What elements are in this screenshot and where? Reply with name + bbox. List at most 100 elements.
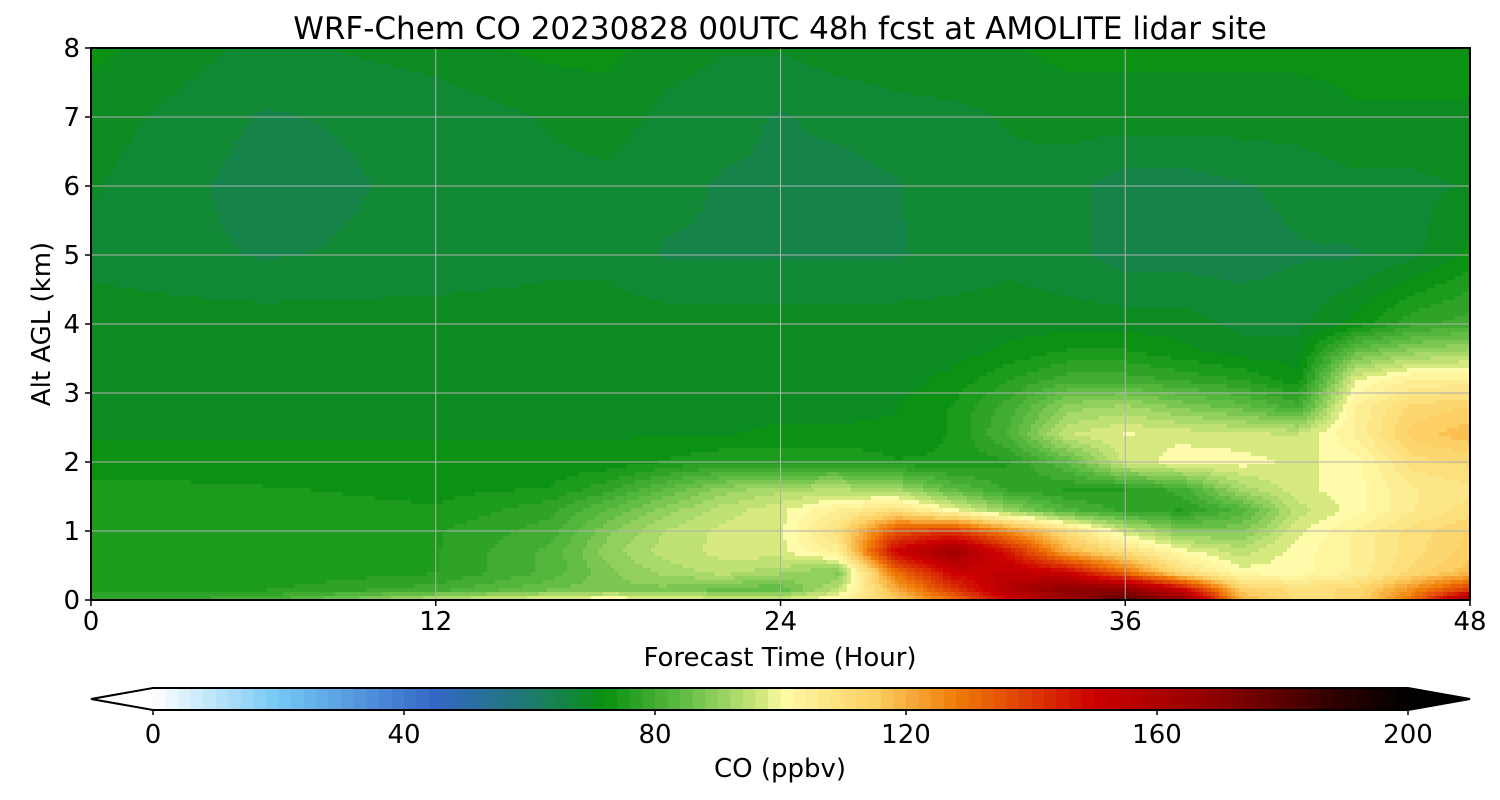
- colorbar-segment: [1082, 688, 1095, 710]
- colorbar-segment: [781, 688, 794, 710]
- colorbar-segment: [1144, 688, 1157, 710]
- colorbar-segment: [1132, 688, 1145, 710]
- colorbar-segment: [718, 688, 731, 710]
- colorbar-segment: [279, 688, 292, 710]
- colorbar-extend-max: [1408, 688, 1470, 710]
- y-tick-label: 6: [63, 172, 80, 202]
- colorbar-segment: [1308, 688, 1321, 710]
- colorbar-segment: [818, 688, 831, 710]
- colorbar-segment: [1006, 688, 1019, 710]
- x-tick-label: 24: [764, 607, 797, 637]
- colorbar-segment: [969, 688, 982, 710]
- colorbar-segment: [730, 688, 743, 710]
- colorbar-segment: [329, 688, 342, 710]
- colorbar-segment: [354, 688, 367, 710]
- colorbar-segment: [655, 688, 668, 710]
- colorbar-segment: [391, 688, 404, 710]
- colorbar-segment: [253, 688, 266, 710]
- colorbar-segment: [843, 688, 856, 710]
- colorbar-segment: [956, 688, 969, 710]
- colorbar-segment: [881, 688, 894, 710]
- colorbar-segment: [1057, 688, 1070, 710]
- colorbar-segment: [919, 688, 932, 710]
- colorbar-segment: [1069, 688, 1082, 710]
- colorbar-segment: [228, 688, 241, 710]
- colorbar-segment: [1182, 688, 1195, 710]
- colorbar-segment: [592, 688, 605, 710]
- y-tick-label: 0: [63, 586, 80, 616]
- colorbar-segment: [166, 688, 179, 710]
- colorbar-segment: [1220, 688, 1233, 710]
- colorbar-segment: [1383, 688, 1396, 710]
- y-tick-label: 1: [63, 517, 80, 547]
- colorbar-segment: [793, 688, 806, 710]
- colorbar-segment: [1257, 688, 1270, 710]
- colorbar-segment: [1107, 688, 1120, 710]
- colorbar-segment: [1370, 688, 1383, 710]
- colorbar-segment: [831, 688, 844, 710]
- colorbar-segment: [1170, 688, 1183, 710]
- colorbar-segment: [1320, 688, 1333, 710]
- colorbar-segment: [705, 688, 718, 710]
- colorbar-extend-min: [91, 688, 153, 710]
- colorbar-segment: [417, 688, 430, 710]
- colorbar-segment: [304, 688, 317, 710]
- colorbar-segment: [642, 688, 655, 710]
- colorbar-segment: [1032, 688, 1045, 710]
- colorbar-segment: [266, 688, 279, 710]
- colorbar-segment: [994, 688, 1007, 710]
- colorbar-segment: [241, 688, 254, 710]
- colorbar-segment: [1195, 688, 1208, 710]
- colorbar-segment: [1019, 688, 1032, 710]
- colorbar-segment: [981, 688, 994, 710]
- colorbar-tick-label: 160: [1132, 720, 1182, 750]
- colorbar-segment: [492, 688, 505, 710]
- colorbar-segment: [479, 688, 492, 710]
- colorbar-segment: [1395, 688, 1408, 710]
- x-tick-label: 36: [1109, 607, 1142, 637]
- x-axis: 0 12 24 36 48: [83, 600, 1487, 637]
- colorbar-segment: [504, 688, 517, 710]
- y-tick-label: 3: [63, 379, 80, 409]
- colorbar-segment: [1157, 688, 1170, 710]
- colorbar-segment: [1207, 688, 1220, 710]
- y-tick-label: 4: [63, 310, 80, 340]
- colorbar-segment: [341, 688, 354, 710]
- colorbar-segment: [1270, 688, 1283, 710]
- x-tick-label: 0: [83, 607, 100, 637]
- x-tick-label: 12: [419, 607, 452, 637]
- colorbar-segment: [617, 688, 630, 710]
- colorbar-segment: [442, 688, 455, 710]
- colorbar-segment: [316, 688, 329, 710]
- colorbar-segment: [630, 688, 643, 710]
- colorbar-segment: [467, 688, 480, 710]
- colorbar-segment: [605, 688, 618, 710]
- chart-title: WRF-Chem CO 20230828 00UTC 48h fcst at A…: [293, 11, 1267, 47]
- y-tick-label: 8: [63, 34, 80, 64]
- colorbar-segment: [1232, 688, 1245, 710]
- colorbar-segment: [1119, 688, 1132, 710]
- x-axis-label: Forecast Time (Hour): [643, 643, 916, 673]
- colorbar-segment: [944, 688, 957, 710]
- colorbar-segment: [567, 688, 580, 710]
- colorbar-segment: [555, 688, 568, 710]
- x-tick-label: 48: [1453, 607, 1486, 637]
- colorbar-segment: [291, 688, 304, 710]
- colorbar-segment: [856, 688, 869, 710]
- colorbar-segment: [668, 688, 681, 710]
- colorbar-segment: [1245, 688, 1258, 710]
- colorbar-segment: [743, 688, 756, 710]
- colorbar-segment: [868, 688, 881, 710]
- colorbar-segment: [530, 688, 543, 710]
- colorbar-segment: [580, 688, 593, 710]
- colorbar-segment: [768, 688, 781, 710]
- colorbar-segment: [680, 688, 693, 710]
- colorbar-tick-label: 200: [1383, 720, 1433, 750]
- colorbar-segment: [755, 688, 768, 710]
- colorbar-segment: [379, 688, 392, 710]
- colorbar-segment: [178, 688, 191, 710]
- colorbar-tick-label: 40: [387, 720, 420, 750]
- colorbar-segment: [1044, 688, 1057, 710]
- colorbar-segment: [366, 688, 379, 710]
